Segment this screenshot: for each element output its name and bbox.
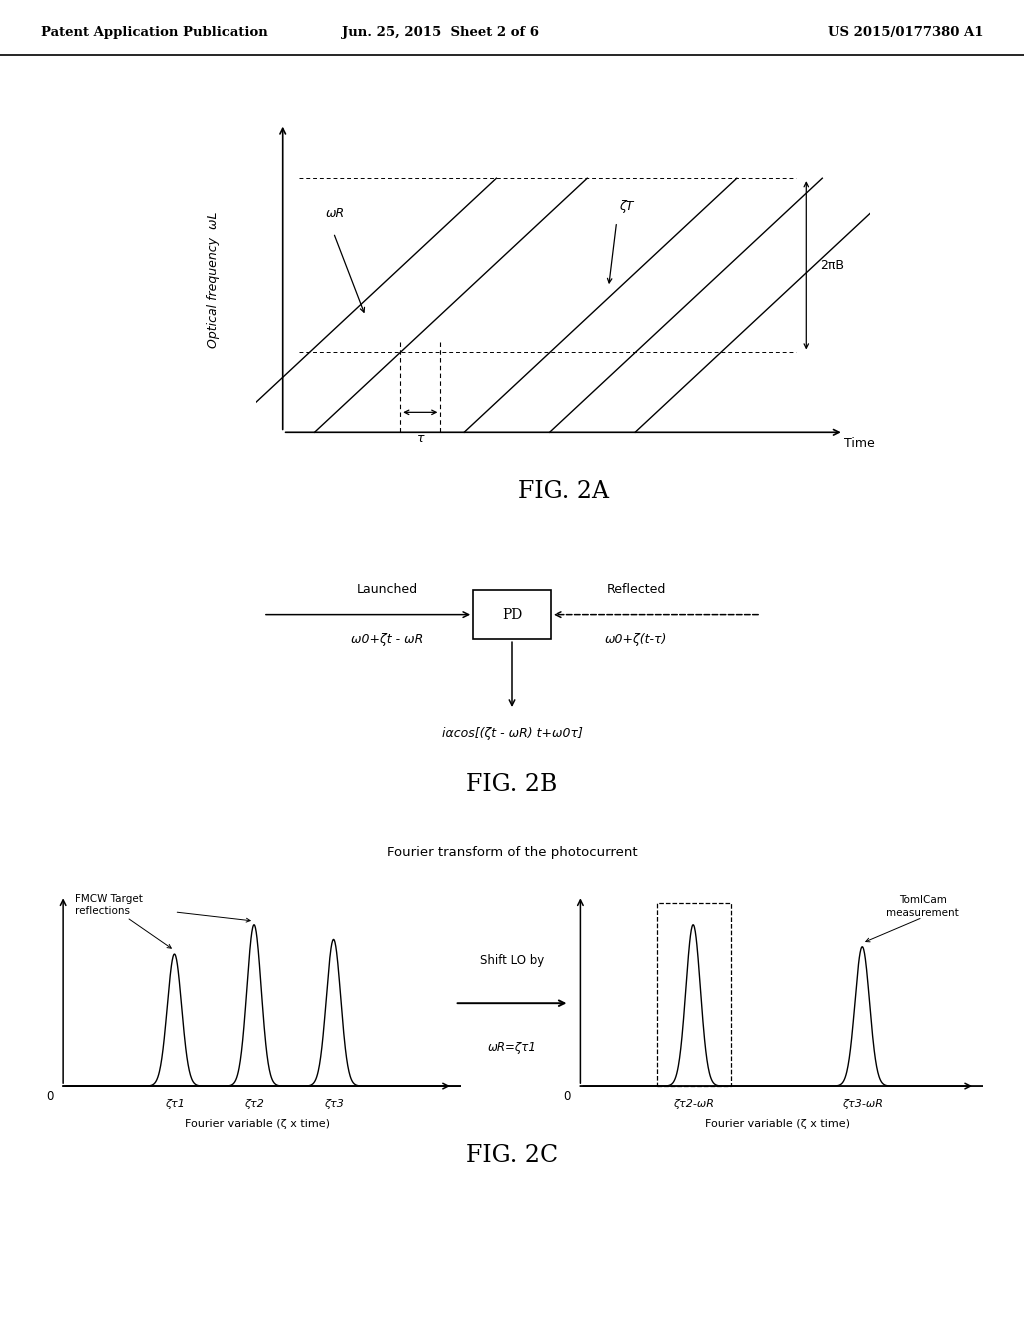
Text: FMCW Target
reflections: FMCW Target reflections [75,894,143,916]
Text: ωR: ωR [326,207,345,220]
Text: Jun. 25, 2015  Sheet 2 of 6: Jun. 25, 2015 Sheet 2 of 6 [342,26,539,40]
Text: ζτ2: ζτ2 [244,1098,264,1109]
Text: Fourier variable (ζ x time): Fourier variable (ζ x time) [706,1119,850,1129]
Text: Shift LO by: Shift LO by [480,954,544,966]
Text: Fourier variable (ζ x time): Fourier variable (ζ x time) [185,1119,331,1129]
Bar [473,590,551,639]
Text: ζτ3: ζτ3 [324,1098,343,1109]
Text: ζτ3-ωR: ζτ3-ωR [842,1098,883,1109]
Text: FIG. 2B: FIG. 2B [466,772,558,796]
Text: iαcos[(ζt - ωR) t+ω0τ]: iαcos[(ζt - ωR) t+ω0τ] [441,727,583,741]
Text: Patent Application Publication: Patent Application Publication [41,26,267,40]
Text: FIG. 2A: FIG. 2A [518,479,608,503]
Text: TomICam
measurement: TomICam measurement [886,895,959,917]
Text: ω0+ζ(t-τ): ω0+ζ(t-τ) [605,634,668,645]
Text: ω0+ζt - ωR: ω0+ζt - ωR [351,634,424,645]
Text: ζτ2-ωR: ζτ2-ωR [673,1098,714,1109]
Text: ωR=ζτ1: ωR=ζτ1 [487,1041,537,1055]
Text: Reflected: Reflected [607,583,667,597]
Text: FIG. 2C: FIG. 2C [466,1143,558,1167]
Bar [657,903,731,1086]
Text: Fourier transform of the photocurrent: Fourier transform of the photocurrent [387,846,637,859]
Text: 2πB: 2πB [819,259,844,272]
Text: Optical frequency  ωL: Optical frequency ωL [207,211,220,348]
Text: τ: τ [417,433,424,445]
Text: 0: 0 [46,1090,53,1102]
Text: ζT: ζT [620,199,634,213]
Text: PD: PD [502,607,522,622]
Text: Time: Time [845,437,876,450]
Text: ζτ1: ζτ1 [165,1098,184,1109]
Text: Launched: Launched [357,583,418,597]
Text: 0: 0 [563,1090,570,1102]
Text: US 2015/0177380 A1: US 2015/0177380 A1 [827,26,983,40]
